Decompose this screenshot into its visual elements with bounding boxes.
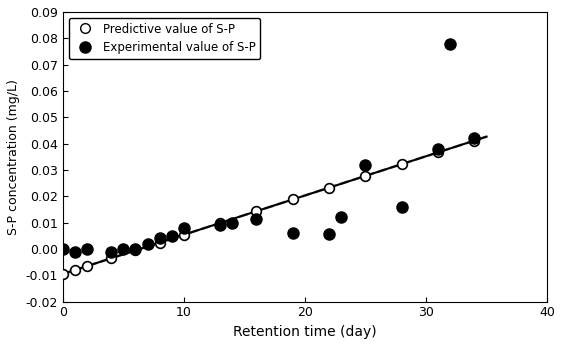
Experimental value of S-P bbox=[107, 249, 116, 254]
Experimental value of S-P bbox=[83, 246, 92, 252]
Predictive value of S-P bbox=[155, 240, 164, 245]
Experimental value of S-P bbox=[434, 146, 443, 152]
Experimental value of S-P bbox=[70, 249, 79, 254]
Predictive value of S-P bbox=[434, 149, 443, 155]
Predictive value of S-P bbox=[252, 208, 261, 214]
Predictive value of S-P bbox=[397, 161, 406, 167]
Experimental value of S-P bbox=[361, 162, 370, 167]
Predictive value of S-P bbox=[288, 197, 297, 202]
Predictive value of S-P bbox=[58, 271, 67, 277]
Predictive value of S-P bbox=[216, 220, 225, 226]
Predictive value of S-P bbox=[131, 248, 140, 253]
Experimental value of S-P bbox=[397, 204, 406, 210]
Experimental value of S-P bbox=[155, 236, 164, 241]
Predictive value of S-P bbox=[325, 185, 334, 190]
Experimental value of S-P bbox=[167, 233, 176, 239]
Predictive value of S-P bbox=[70, 267, 79, 273]
Predictive value of S-P bbox=[361, 173, 370, 179]
Legend: Predictive value of S-P, Experimental value of S-P: Predictive value of S-P, Experimental va… bbox=[69, 18, 260, 59]
Experimental value of S-P bbox=[179, 225, 188, 231]
Predictive value of S-P bbox=[179, 232, 188, 237]
Y-axis label: S-P concentration (mg/L): S-P concentration (mg/L) bbox=[7, 79, 20, 235]
Experimental value of S-P bbox=[143, 241, 152, 246]
Experimental value of S-P bbox=[119, 246, 128, 252]
Experimental value of S-P bbox=[228, 220, 237, 225]
Experimental value of S-P bbox=[446, 41, 455, 46]
X-axis label: Retention time (day): Retention time (day) bbox=[233, 325, 377, 339]
Predictive value of S-P bbox=[83, 263, 92, 269]
Experimental value of S-P bbox=[58, 246, 67, 252]
Experimental value of S-P bbox=[216, 222, 225, 228]
Predictive value of S-P bbox=[107, 256, 116, 261]
Experimental value of S-P bbox=[288, 230, 297, 236]
Experimental value of S-P bbox=[337, 215, 346, 220]
Experimental value of S-P bbox=[325, 232, 334, 237]
Experimental value of S-P bbox=[252, 216, 261, 221]
Experimental value of S-P bbox=[131, 246, 140, 252]
Predictive value of S-P bbox=[470, 138, 479, 143]
Experimental value of S-P bbox=[470, 136, 479, 141]
